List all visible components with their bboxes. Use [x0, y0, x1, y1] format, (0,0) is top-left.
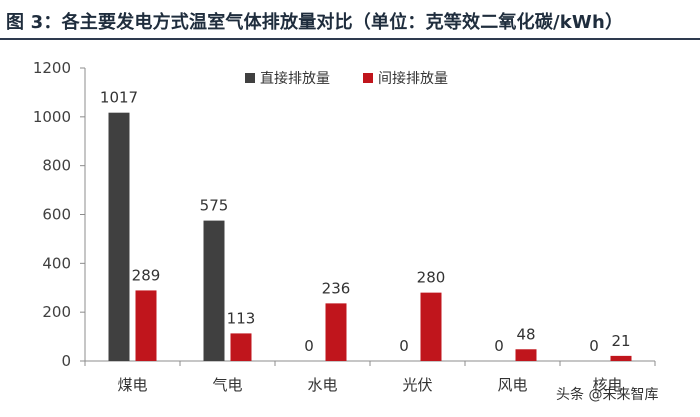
- data-label: 0: [494, 337, 504, 355]
- bar-indirect: [515, 349, 537, 361]
- data-label: 21: [611, 332, 630, 350]
- x-tick-label: 气电: [212, 376, 242, 394]
- data-label: 0: [589, 337, 599, 355]
- chart-header: 图 3：各主要发电方式温室气体排放量对比（单位：克等效二氧化碳/kWh）: [0, 0, 700, 40]
- data-label: 0: [304, 337, 314, 355]
- title-divider: [0, 38, 700, 40]
- x-tick-label: 风电: [497, 376, 527, 394]
- data-label: 236: [322, 279, 351, 297]
- y-tick-label: 800: [42, 157, 71, 175]
- data-label: 280: [417, 269, 446, 287]
- legend-swatch: [363, 73, 373, 83]
- bar-indirect: [610, 355, 632, 361]
- y-tick-label: 1000: [33, 108, 71, 126]
- bar-direct: [203, 220, 225, 361]
- data-label: 0: [399, 337, 409, 355]
- bar-direct: [108, 112, 130, 362]
- bar-indirect: [325, 303, 347, 361]
- bar-indirect: [420, 292, 442, 361]
- data-label: 113: [227, 309, 256, 327]
- bar-chart: 0200400600800100012001017289煤电575113气电02…: [33, 59, 656, 394]
- x-tick-label: 煤电: [117, 376, 147, 394]
- y-tick-label: 0: [61, 352, 71, 370]
- x-tick-label: 水电: [307, 376, 337, 394]
- data-label: 1017: [100, 89, 138, 107]
- y-tick-label: 1200: [33, 59, 71, 77]
- x-tick-label: 核电: [592, 376, 622, 394]
- legend-label: 直接排放量: [260, 70, 330, 87]
- data-label: 575: [200, 197, 229, 215]
- watermark-text: 头条 @未来智库: [556, 387, 659, 403]
- y-tick-label: 600: [42, 206, 71, 224]
- legend-swatch: [245, 73, 255, 83]
- chart-title: 图 3：各主要发电方式温室气体排放量对比（单位：克等效二氧化碳/kWh）: [6, 12, 624, 33]
- bar-indirect: [230, 333, 252, 361]
- data-label: 48: [516, 325, 535, 343]
- y-tick-label: 200: [42, 303, 71, 321]
- bar-indirect: [135, 290, 157, 361]
- legend-label: 间接排放量: [378, 70, 448, 87]
- data-label: 289: [132, 266, 161, 284]
- x-tick-label: 光伏: [402, 376, 432, 394]
- y-tick-label: 400: [42, 254, 71, 272]
